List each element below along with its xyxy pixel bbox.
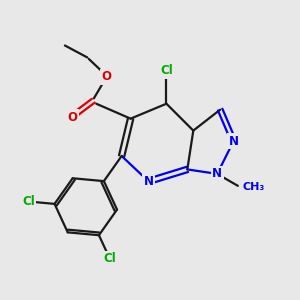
Text: O: O bbox=[68, 111, 77, 124]
Text: Cl: Cl bbox=[103, 252, 116, 265]
Text: Cl: Cl bbox=[160, 64, 173, 77]
Text: N: N bbox=[212, 167, 222, 180]
Text: CH₃: CH₃ bbox=[243, 182, 265, 192]
Text: Cl: Cl bbox=[22, 195, 35, 208]
Text: O: O bbox=[102, 70, 112, 83]
Text: N: N bbox=[143, 175, 154, 188]
Text: N: N bbox=[229, 134, 238, 148]
